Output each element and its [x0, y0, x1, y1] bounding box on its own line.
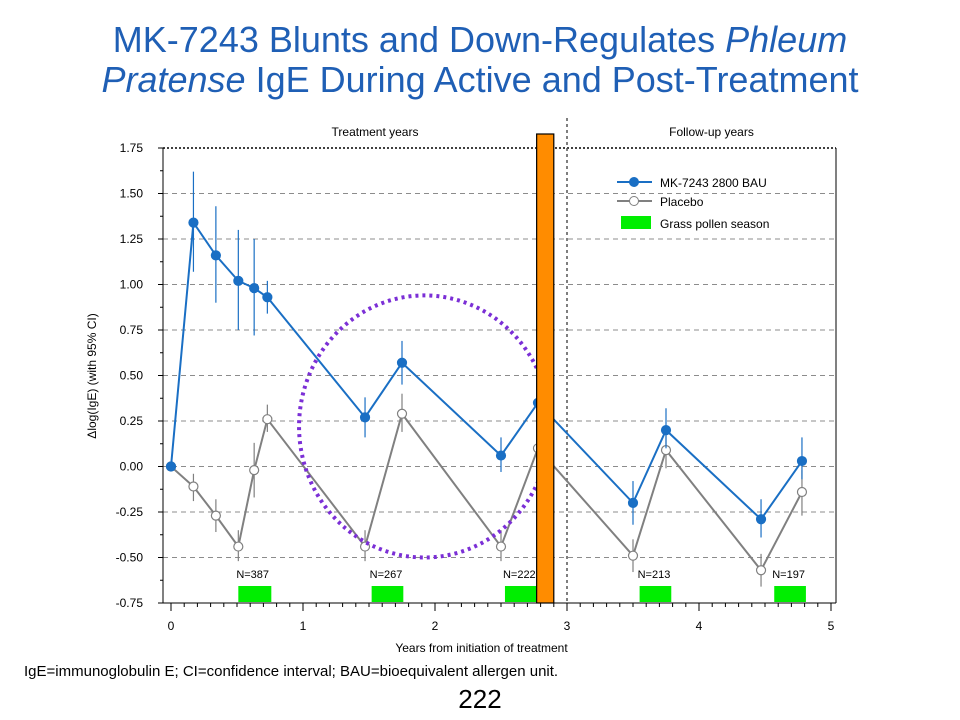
n-label: N=387	[236, 569, 269, 581]
region-label-treatment: Treatment years	[332, 125, 419, 139]
data-point-placebo	[627, 550, 639, 561]
pollen-season-bar	[238, 586, 272, 602]
y-tick-label: 0.50	[120, 369, 144, 383]
data-point-placebo	[495, 541, 507, 552]
y-tick-label: -0.50	[116, 551, 144, 565]
pollen-season-bars	[238, 586, 806, 602]
legend-label-placebo: Placebo	[660, 195, 704, 209]
legend-label-pollen: Grass pollen season	[660, 217, 769, 231]
region-label-followup: Follow-up years	[669, 125, 754, 139]
legend-marker-placebo	[629, 196, 639, 206]
data-point-treatment	[396, 357, 408, 368]
pollen-season-bar	[371, 586, 404, 602]
y-tick-label: 1.50	[120, 187, 144, 201]
data-point-treatment	[495, 450, 507, 461]
legend-label-treatment: MK-7243 2800 BAU	[660, 176, 767, 190]
series-line-treatment	[170, 219, 803, 521]
pollen-season-bar	[639, 586, 672, 602]
data-point-treatment	[359, 412, 371, 423]
x-tick-label: 4	[696, 619, 703, 633]
series-group	[165, 171, 808, 587]
y-tick-label: -0.25	[116, 505, 144, 519]
y-tick-label: 0.00	[120, 460, 144, 474]
n-label: N=267	[370, 569, 403, 581]
data-point-treatment	[627, 497, 639, 508]
chart-labels: N=387 N=267 N=222 N=213 N=197 Treatment years…	[85, 125, 805, 655]
y-tick-label: 1.00	[120, 278, 144, 292]
n-label: N=222	[503, 569, 536, 581]
data-point-treatment	[660, 425, 672, 436]
legend-marker-treatment	[629, 177, 639, 187]
legend: MK-7243 2800 BAU Placebo Grass pollen seas…	[617, 176, 769, 231]
x-tick-label: 0	[168, 619, 175, 633]
data-point-treatment	[262, 292, 273, 303]
pollen-season-bar	[504, 586, 537, 602]
n-label: N=213	[638, 569, 671, 581]
data-point-treatment	[165, 461, 177, 472]
axes: 1.75 1.50 1.25 1.00 0.75 0.50 0.25 0.00 -0.25 -0.…	[116, 118, 837, 633]
data-point-treatment	[233, 275, 244, 286]
slide-title: MK-7243 Blunts and Down-Regulates Phleum…	[0, 20, 960, 100]
title-italic-2: Pratense	[101, 59, 246, 100]
data-point-placebo	[249, 465, 260, 476]
x-tick-label: 5	[828, 619, 835, 633]
n-label: N=197	[772, 569, 805, 581]
x-tick-label: 2	[432, 619, 439, 633]
data-point-placebo	[755, 565, 767, 576]
series-line-placebo	[170, 411, 803, 573]
x-tick-label: 1	[300, 619, 307, 633]
y-tick-label: 1.75	[120, 141, 144, 155]
data-point-treatment	[249, 283, 260, 294]
y-tick-label: 0.75	[120, 323, 144, 337]
data-point-treatment	[210, 250, 221, 261]
y-tick-label: 0.25	[120, 414, 144, 428]
x-axis-title: Years from initiation of treatment	[395, 641, 568, 655]
data-point-placebo	[233, 541, 244, 552]
y-axis-title: Δlog(IgE) (with 95% CI)	[85, 313, 99, 438]
pollen-season-bar	[774, 586, 806, 602]
x-tick-label: 3	[564, 619, 571, 633]
data-point-placebo	[210, 510, 221, 521]
highlight-bar	[536, 133, 555, 604]
title-text-1: MK-7243 Blunts and Down-Regulates	[112, 19, 726, 60]
data-point-placebo	[188, 481, 199, 492]
y-tick-label: -0.75	[116, 596, 144, 610]
overlay-group	[297, 133, 555, 604]
title-italic-1: Phleum	[725, 19, 848, 60]
y-tick-label: 1.25	[120, 232, 144, 246]
data-point-treatment	[188, 217, 199, 228]
footnote: IgE=immunoglobulin E; CI=confidence inte…	[24, 663, 559, 680]
data-point-placebo	[262, 414, 273, 425]
data-point-treatment	[755, 514, 767, 525]
title-text-2: IgE During Active and Post-Treatment	[245, 59, 859, 100]
page-number: 222	[458, 684, 502, 714]
data-point-placebo	[396, 408, 408, 419]
legend-swatch-pollen	[621, 216, 651, 229]
data-point-placebo	[796, 486, 808, 498]
grid-lines	[163, 147, 836, 558]
data-point-treatment	[796, 455, 808, 467]
